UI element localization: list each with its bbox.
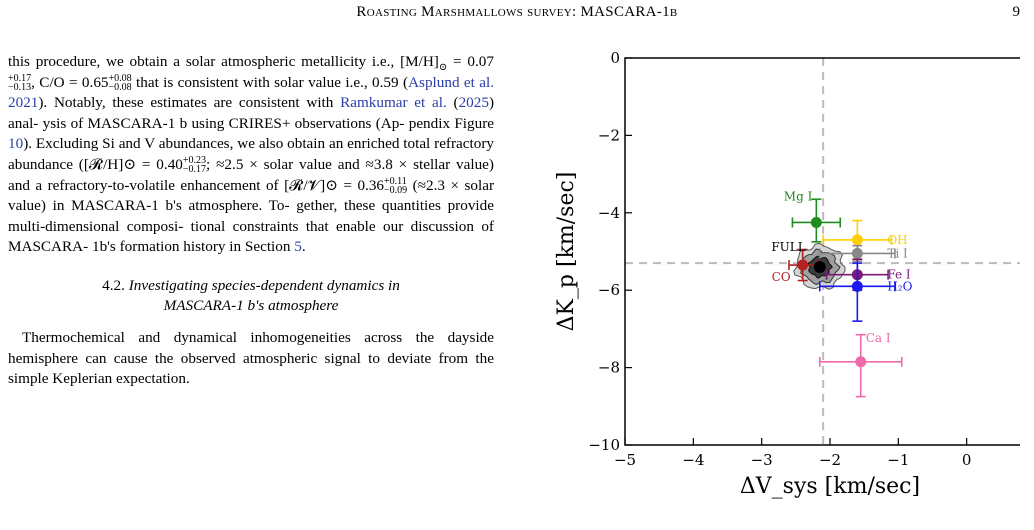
point-marker xyxy=(797,259,809,271)
point-label: Mg I xyxy=(784,189,813,203)
point-marker xyxy=(851,280,863,292)
citation-asplund[interactable]: Asplund et al. 2021 xyxy=(8,73,494,112)
point-label: CO xyxy=(772,270,791,284)
data-point-h-o: H₂O xyxy=(818,262,913,322)
figure-ref-10[interactable]: 10 xyxy=(8,135,24,153)
page-number: 9 xyxy=(1012,4,1021,20)
point-label: H₂O xyxy=(887,279,912,293)
point-label: OH xyxy=(887,233,907,247)
citation-ramkumar[interactable]: Ramkumar et al. xyxy=(340,94,447,112)
point-label: FULL xyxy=(771,240,805,254)
point-marker xyxy=(810,216,822,228)
citation-ramkumar-year[interactable]: 2025 xyxy=(458,94,489,112)
point-marker xyxy=(855,356,867,368)
y-tick-label: −6 xyxy=(598,281,620,299)
point-marker xyxy=(851,247,863,259)
data-point-ca-i: Ca I xyxy=(818,331,903,398)
x-tick-label: −5 xyxy=(614,451,636,469)
running-head: Roasting Marshmallows survey: MASCARA-1b xyxy=(356,4,678,20)
y-tick-label: 0 xyxy=(610,49,620,67)
x-tick-label: −1 xyxy=(887,451,909,469)
point-label: Fe I xyxy=(887,268,911,282)
y-tick-label: −8 xyxy=(598,359,620,377)
point-marker xyxy=(851,234,863,246)
x-axis-label: ΔV_sys [km/sec] xyxy=(740,474,920,499)
y-tick-label: −10 xyxy=(588,436,620,454)
point-marker xyxy=(813,260,826,273)
x-tick-label: −2 xyxy=(819,451,841,469)
point-label: Ca I xyxy=(866,331,891,345)
x-tick-label: −4 xyxy=(682,451,704,469)
y-tick-label: −2 xyxy=(598,126,620,144)
text-column: this procedure, we obtain a solar atmosp… xyxy=(8,52,494,390)
data-point-co: CO xyxy=(772,248,818,284)
y-tick-label: −4 xyxy=(598,204,620,222)
paragraph-dynamics: Thermochemical and dynamical inhomogenei… xyxy=(8,328,494,388)
point-label: Ti I xyxy=(887,246,908,260)
y-axis-label: ΔK_p [km/sec] xyxy=(554,172,579,332)
data-point-full: FULL xyxy=(771,240,826,273)
paragraph-metallicity: this procedure, we obtain a solar atmosp… xyxy=(8,53,495,256)
x-tick-label: 0 xyxy=(962,451,972,469)
data-point-ti-i: Ti I xyxy=(818,244,908,262)
section-ref-5[interactable]: 5 xyxy=(294,238,302,256)
section-heading: 4.2. Investigating species-dependent dyn… xyxy=(102,276,400,314)
data-point-mg-i: Mg I xyxy=(784,189,842,243)
x-tick-label: −3 xyxy=(751,451,773,469)
